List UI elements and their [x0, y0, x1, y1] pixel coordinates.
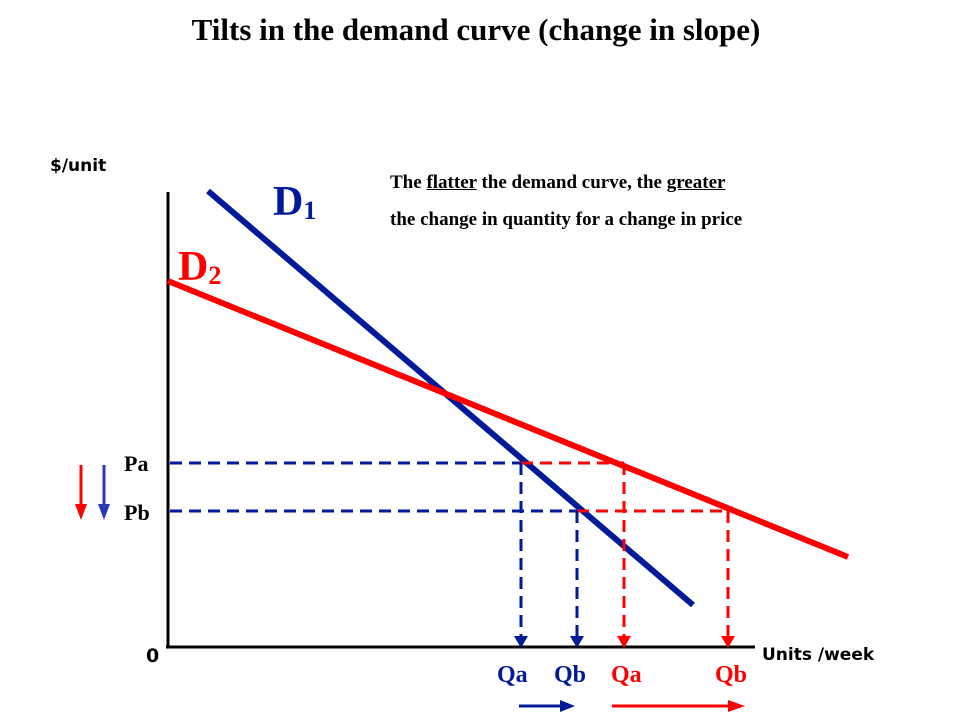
arrowhead-qb-d2 [721, 636, 735, 648]
x-axis-label: Units /week [762, 645, 875, 665]
demand-curve-d2 [166, 278, 850, 560]
price-label-pa: Pa [124, 451, 149, 476]
curve-label-d2: D2 [178, 244, 222, 290]
arrowhead-qb-d1 [570, 636, 584, 648]
note-emphasis-flatter: flatter [426, 172, 477, 193]
quantity-label-qa-d1: Qa [497, 662, 528, 688]
price-drop-arrowhead-red [75, 504, 87, 520]
note-emphasis-greater: greater [666, 172, 726, 193]
quantity-label-qb-d1: Qb [554, 662, 587, 688]
quantity-label-qb-d2: Qb [715, 662, 748, 688]
quantity-increase-arrowhead-d2 [728, 700, 745, 712]
curve-label-d1: D1 [273, 179, 317, 225]
note-line-1: The flatter the demand curve, the greate… [390, 172, 726, 193]
origin-label: 0 [146, 645, 160, 667]
y-axis-label: $/unit [50, 156, 107, 176]
quantity-increase-arrowhead-d1 [560, 700, 575, 712]
arrowhead-qa-d1 [514, 636, 528, 648]
page-title: Tilts in the demand curve (change in slo… [191, 12, 761, 47]
note-line-2: the change in quantity for a change in p… [390, 209, 743, 230]
price-drop-arrowhead-blue [98, 504, 110, 520]
arrowhead-qa-d2 [617, 636, 631, 648]
quantity-label-qa-d2: Qa [611, 662, 642, 688]
price-label-pb: Pb [124, 500, 150, 525]
